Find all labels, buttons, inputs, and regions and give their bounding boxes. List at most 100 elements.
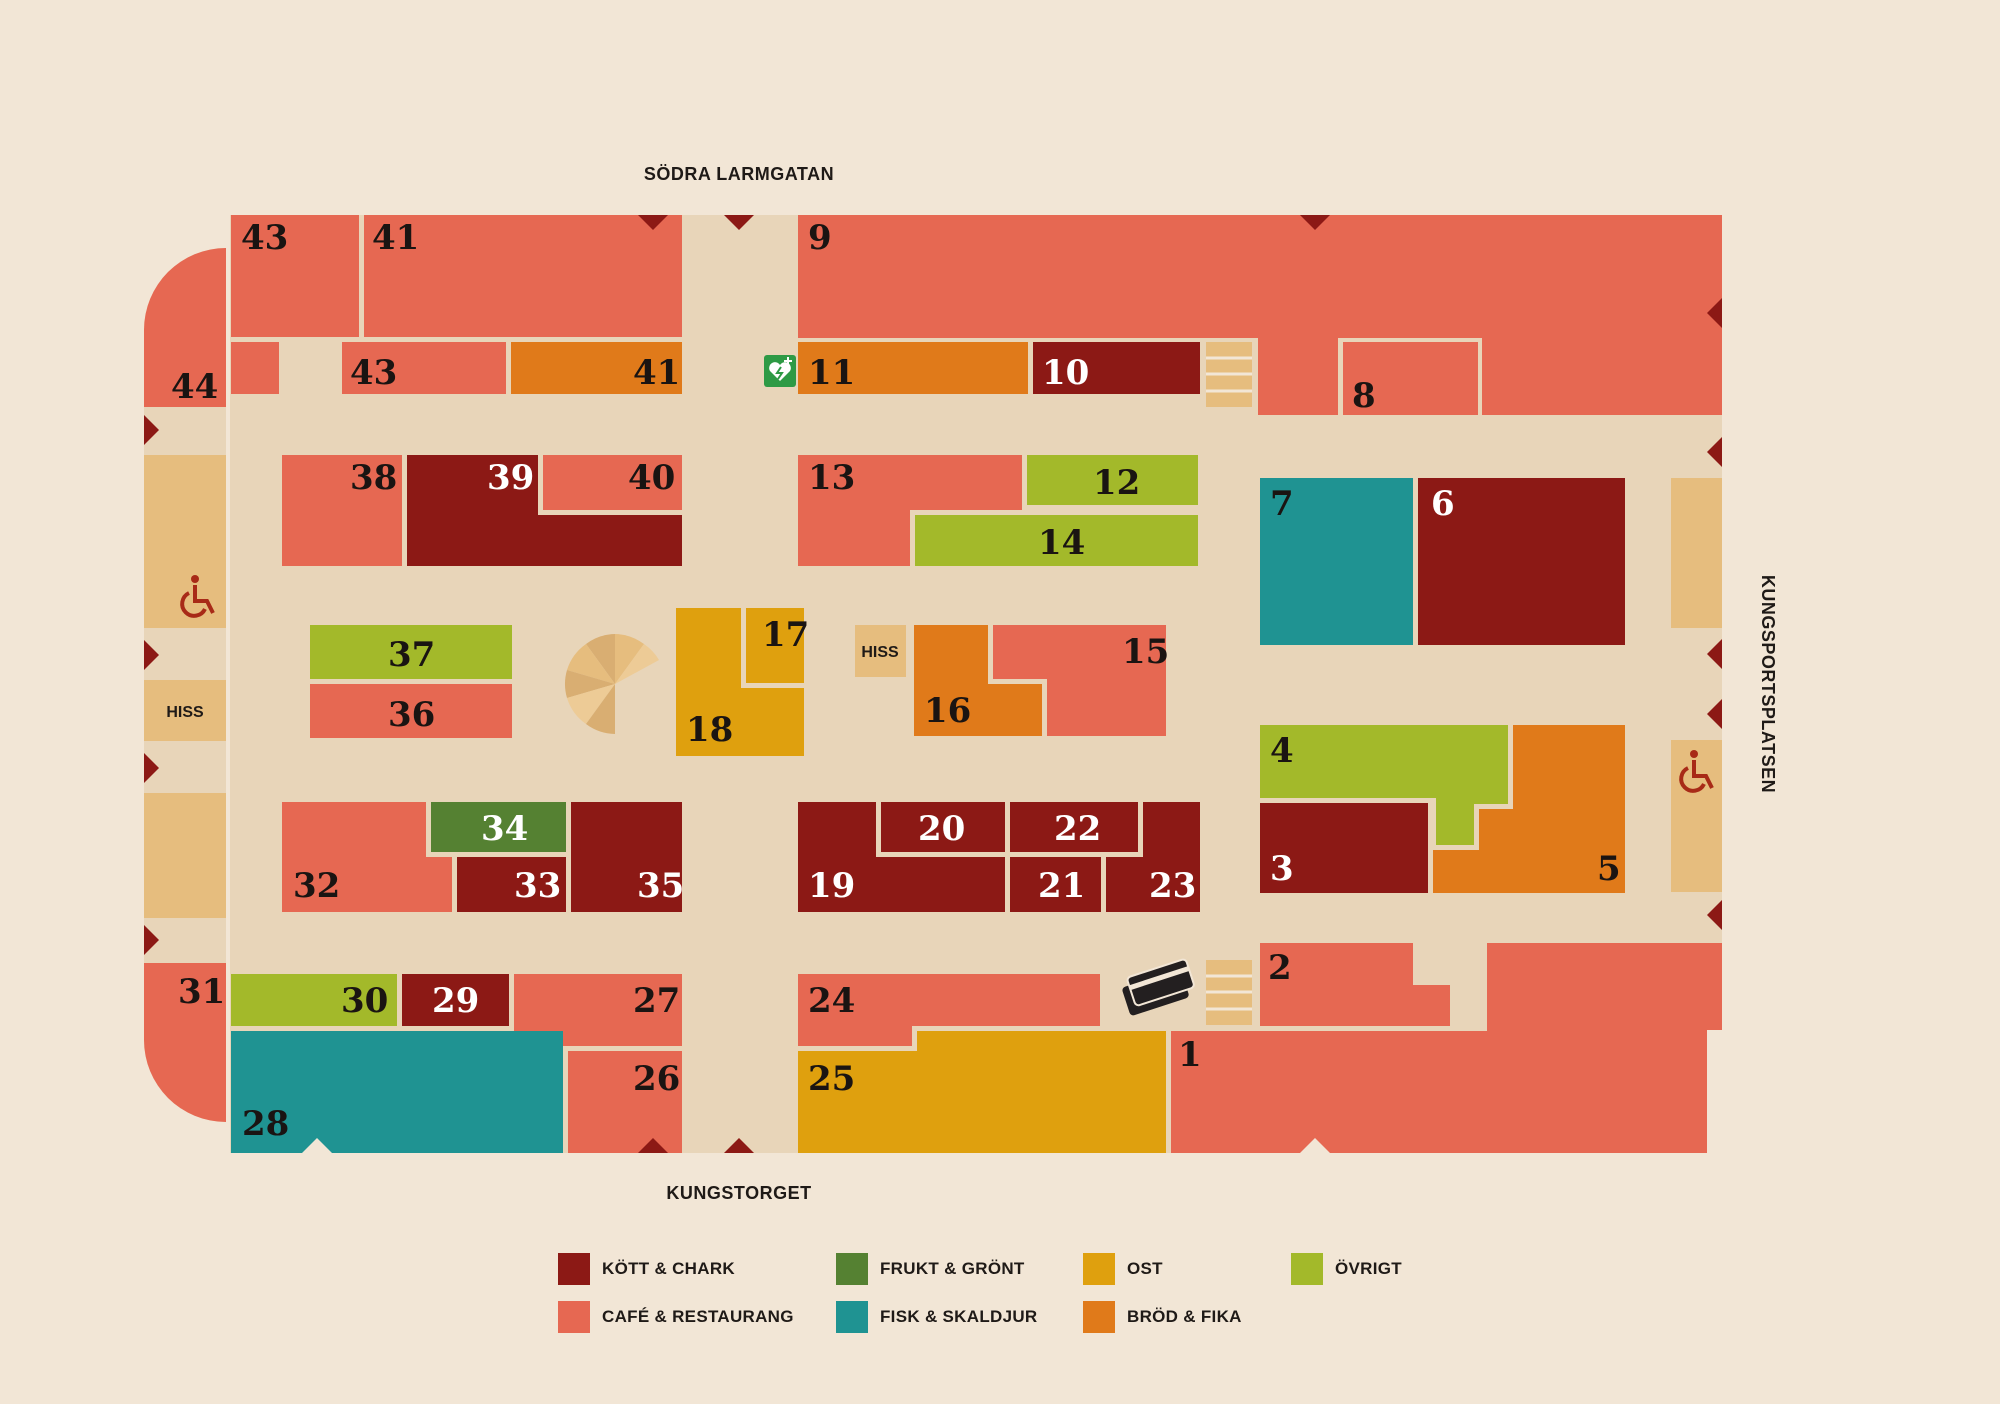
service-area-west: [144, 793, 226, 918]
stall-label: 13: [808, 458, 855, 498]
stall-44-annex[interactable]: [231, 342, 279, 394]
entrance-marker-icon: [144, 415, 159, 445]
stall-14[interactable]: [915, 515, 1198, 566]
legend-swatch: [1083, 1301, 1115, 1333]
stall-17[interactable]: [746, 608, 804, 683]
payment-cards-icon: [1122, 958, 1195, 1016]
legend-item: ÖVRIGT: [1291, 1252, 1402, 1286]
stall-label: 25: [808, 1059, 855, 1099]
stall-label: 29: [432, 981, 479, 1021]
stall-24[interactable]: [798, 974, 1100, 1046]
stall-label: 11: [808, 353, 855, 393]
stall-numbers: 43 41 44 43 41 41 40 41 41 41 41 41 41 9…: [171, 218, 1621, 1144]
stall-13[interactable]: [798, 455, 1022, 566]
entrance-marker-icon: [144, 925, 159, 955]
stall-label: 31: [178, 972, 225, 1012]
stall-8[interactable]: [1343, 342, 1478, 415]
stall-40[interactable]: [543, 455, 682, 510]
stall-label: 23: [1149, 866, 1196, 906]
entrance-marker-icon: [1707, 298, 1722, 328]
legend-label: FRUKT & GRÖNT: [880, 1259, 1025, 1278]
stall-29[interactable]: [402, 974, 509, 1026]
stall-19[interactable]: [798, 802, 1005, 912]
stall-label: 38: [350, 458, 397, 498]
street-label-east: KUNGSPORTSPLATSEN: [1758, 575, 1778, 793]
entrance-marker-icon: [1707, 699, 1722, 729]
stall-9[interactable]: [798, 215, 1722, 415]
elevator-label: HISS: [861, 644, 899, 661]
stall-15[interactable]: [993, 625, 1166, 736]
stall-label: 15: [1122, 632, 1169, 672]
legend: KÖTT & CHARK CAFÉ & RESTAURANG FRUKT & G…: [558, 1252, 1458, 1362]
entrance-marker-icon: [638, 215, 668, 230]
legend-label: KÖTT & CHARK: [602, 1259, 735, 1278]
entrance-marker-icon: [1707, 437, 1722, 467]
stall-label: 41: [372, 218, 419, 258]
legend-item: CAFÉ & RESTAURANG: [558, 1300, 794, 1334]
stall-32[interactable]: [282, 802, 452, 912]
stall-12[interactable]: [1027, 455, 1198, 505]
stall-6[interactable]: [1418, 478, 1625, 645]
stall-2[interactable]: [1260, 943, 1450, 1026]
stall-34[interactable]: [431, 802, 566, 852]
stall-5[interactable]: [1433, 725, 1625, 893]
stall-41[interactable]: [511, 342, 682, 394]
legend-swatch: [836, 1301, 868, 1333]
stall-21[interactable]: [1010, 857, 1101, 912]
stall-43-top[interactable]: [231, 215, 359, 337]
stall-label: 43: [241, 218, 288, 258]
stall-label: 16: [924, 691, 971, 731]
entrance-markers-light: [302, 1138, 1330, 1153]
elevator-west[interactable]: [144, 680, 226, 741]
stall-label: 37: [388, 635, 435, 675]
stall-36[interactable]: [310, 684, 512, 738]
legend-label: OST: [1127, 1259, 1163, 1278]
stall-44[interactable]: [144, 248, 226, 407]
stall-28[interactable]: [231, 1031, 563, 1153]
stall-18[interactable]: [676, 608, 804, 756]
stalls-layer: [144, 215, 1722, 1153]
stall-label: 34: [481, 809, 528, 849]
stall-16[interactable]: [914, 625, 1042, 736]
stall-42[interactable]: [364, 215, 682, 337]
stall-25[interactable]: [798, 1031, 1166, 1153]
wheelchair-icon: [1679, 750, 1714, 793]
stall-4[interactable]: [1260, 725, 1508, 845]
stall-label: 44: [171, 367, 218, 407]
stall-3[interactable]: [1260, 803, 1428, 893]
stall-label: 43: [350, 353, 397, 393]
stall-label: 8: [1352, 376, 1376, 416]
stall-label: 28: [242, 1104, 289, 1144]
stall-33[interactable]: [457, 857, 566, 912]
stall-31[interactable]: [144, 963, 226, 1122]
stall-1[interactable]: [1171, 943, 1722, 1153]
stall-38[interactable]: [282, 455, 402, 566]
stall-30[interactable]: [231, 974, 397, 1026]
stall-label: 14: [1038, 523, 1085, 563]
elevator-center[interactable]: [855, 625, 906, 677]
legend-swatch: [1291, 1253, 1323, 1285]
stall-11[interactable]: [798, 342, 1028, 394]
stall-43-bottom[interactable]: [342, 342, 506, 394]
legend-label: CAFÉ & RESTAURANG: [602, 1307, 794, 1326]
stall-label: 10: [1042, 353, 1089, 393]
legend-swatch: [836, 1253, 868, 1285]
accessible-area-east: [1671, 740, 1722, 892]
stall-label: 5: [1597, 849, 1621, 889]
stall-37[interactable]: [310, 625, 512, 679]
stall-label: 6: [1431, 484, 1455, 524]
stall-7[interactable]: [1260, 478, 1413, 645]
stall-23[interactable]: [1106, 802, 1200, 912]
stall-20[interactable]: [881, 802, 1005, 852]
stall-label: 36: [388, 695, 435, 735]
stall-label: 21: [1038, 866, 1085, 906]
legend-item: KÖTT & CHARK: [558, 1252, 735, 1286]
stall-26[interactable]: [568, 1051, 682, 1153]
legend-item: FISK & SKALDJUR: [836, 1300, 1038, 1334]
stall-35[interactable]: [571, 802, 682, 912]
stall-10[interactable]: [1033, 342, 1200, 394]
street-label-south: KUNGSTORGET: [666, 1183, 811, 1203]
stall-label: 1: [1178, 1035, 1202, 1075]
stall-22[interactable]: [1010, 802, 1138, 852]
stall-39[interactable]: [407, 455, 682, 566]
